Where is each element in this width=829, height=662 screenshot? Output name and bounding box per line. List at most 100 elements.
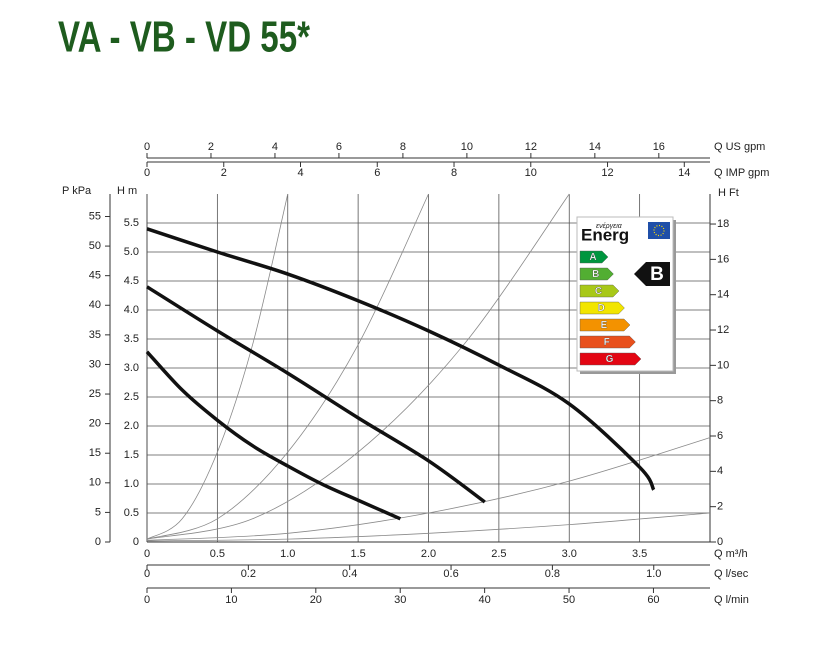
tick-label: 30 bbox=[89, 358, 101, 370]
tick-label: 4 bbox=[272, 141, 278, 153]
axis-label: Q l/sec bbox=[714, 568, 749, 580]
tick-label: 10 bbox=[717, 359, 729, 371]
tick-label: 14 bbox=[717, 289, 729, 301]
tick-label: 16 bbox=[653, 141, 665, 153]
tick-label: 0 bbox=[717, 536, 723, 548]
tick-label: 0 bbox=[144, 167, 150, 179]
y-tick-label: 0 bbox=[133, 536, 139, 548]
chart-title: VA - VB - VD 55* bbox=[58, 13, 311, 62]
tick-label: 30 bbox=[394, 594, 406, 606]
pump-curve bbox=[146, 227, 656, 491]
tick-label: 25 bbox=[89, 388, 101, 400]
energy-class: B bbox=[592, 269, 599, 280]
tick-label: 50 bbox=[563, 594, 575, 606]
tick-label: 0.2 bbox=[241, 568, 256, 580]
logo: Energ bbox=[581, 225, 629, 244]
x-tick-label: 0 bbox=[144, 548, 150, 560]
y-tick-label: 5.5 bbox=[124, 217, 139, 229]
energy-class-arrow bbox=[579, 284, 620, 298]
logo-small: ενέργεια bbox=[596, 222, 623, 230]
x-tick-label: 3.0 bbox=[562, 548, 577, 560]
energy-class-arrow bbox=[579, 335, 636, 349]
x-tick-label: 3.5 bbox=[632, 548, 647, 560]
y-tick-label: 5.0 bbox=[124, 246, 139, 258]
tick-label: 0 bbox=[95, 536, 101, 548]
tick-label: 10 bbox=[461, 141, 473, 153]
x-axis-label: Q m³/h bbox=[714, 548, 748, 560]
pump-curve bbox=[146, 285, 486, 504]
energy-class: C bbox=[595, 286, 602, 297]
tick-label: 35 bbox=[89, 329, 101, 341]
system-curve bbox=[146, 193, 289, 540]
tick-label: 5 bbox=[95, 506, 101, 518]
y-tick-label: 3.5 bbox=[124, 333, 139, 345]
tick-label: 12 bbox=[601, 167, 613, 179]
tick-label: 4 bbox=[717, 465, 723, 477]
tick-label: 15 bbox=[89, 447, 101, 459]
axis-label: Q l/min bbox=[714, 594, 749, 606]
x-tick-label: 2.0 bbox=[421, 548, 436, 560]
energy-class-arrow bbox=[579, 318, 631, 332]
tick-label: 10 bbox=[225, 594, 237, 606]
energy-class: A bbox=[589, 252, 596, 263]
x-tick-label: 0.5 bbox=[210, 548, 225, 560]
x-tick-label: 2.5 bbox=[491, 548, 506, 560]
tick-label: 1.0 bbox=[646, 568, 661, 580]
pump-curve bbox=[145, 350, 402, 521]
eu-stars bbox=[653, 224, 665, 237]
tick-label: 10 bbox=[525, 167, 537, 179]
tick-label: 0 bbox=[144, 568, 150, 580]
tick-label: 0 bbox=[144, 141, 150, 153]
tick-label: 14 bbox=[678, 167, 690, 179]
energy-class-arrow bbox=[579, 352, 642, 366]
y-tick-label: 2.5 bbox=[124, 391, 139, 403]
rating: B bbox=[650, 264, 664, 285]
energy-class: F bbox=[604, 337, 610, 348]
tick-label: 6 bbox=[717, 430, 723, 442]
y-tick-label: 0.5 bbox=[124, 507, 139, 519]
tick-label: 50 bbox=[89, 240, 101, 252]
axis-label: P kPa bbox=[62, 185, 92, 197]
tick-label: 0.6 bbox=[443, 568, 458, 580]
tick-label: 2 bbox=[208, 141, 214, 153]
energy-class: D bbox=[598, 303, 605, 314]
x-tick-label: 1.5 bbox=[350, 548, 365, 560]
energy-class-arrow bbox=[579, 267, 614, 281]
tick-label: 20 bbox=[89, 418, 101, 430]
axis-label: Q US gpm bbox=[714, 141, 765, 153]
tick-label: 8 bbox=[451, 167, 457, 179]
y-tick-label: 3.0 bbox=[124, 362, 139, 374]
tick-label: 0.4 bbox=[342, 568, 357, 580]
tick-label: 12 bbox=[525, 141, 537, 153]
tick-label: 45 bbox=[89, 270, 101, 282]
axis-label: Q IMP gpm bbox=[714, 167, 769, 179]
y-tick-label: 1.5 bbox=[124, 449, 139, 461]
tick-label: 0.8 bbox=[545, 568, 560, 580]
tick-label: 12 bbox=[717, 324, 729, 336]
tick-label: 8 bbox=[717, 395, 723, 407]
tick-label: 60 bbox=[647, 594, 659, 606]
y-tick-label: 1.0 bbox=[124, 478, 139, 490]
y-tick-label: 2.0 bbox=[124, 420, 139, 432]
tick-label: 18 bbox=[717, 218, 729, 230]
energy-class: E bbox=[601, 320, 608, 331]
tick-label: 16 bbox=[717, 253, 729, 265]
tick-label: 14 bbox=[589, 141, 601, 153]
axis-label: H Ft bbox=[718, 187, 739, 199]
energy-class-arrow bbox=[579, 250, 609, 264]
system-curve bbox=[146, 193, 570, 540]
tick-label: 2 bbox=[717, 501, 723, 513]
y-tick-label: 4.5 bbox=[124, 275, 139, 287]
energy-class-arrow bbox=[579, 301, 625, 315]
tick-label: 0 bbox=[144, 594, 150, 606]
energy-class: G bbox=[606, 354, 614, 365]
y-tick-label: 4.0 bbox=[124, 304, 139, 316]
system-curve bbox=[146, 437, 711, 541]
tick-label: 8 bbox=[400, 141, 406, 153]
rating-arrow bbox=[634, 262, 670, 286]
tick-label: 40 bbox=[89, 299, 101, 311]
tick-label: 4 bbox=[297, 167, 303, 179]
tick-label: 20 bbox=[310, 594, 322, 606]
